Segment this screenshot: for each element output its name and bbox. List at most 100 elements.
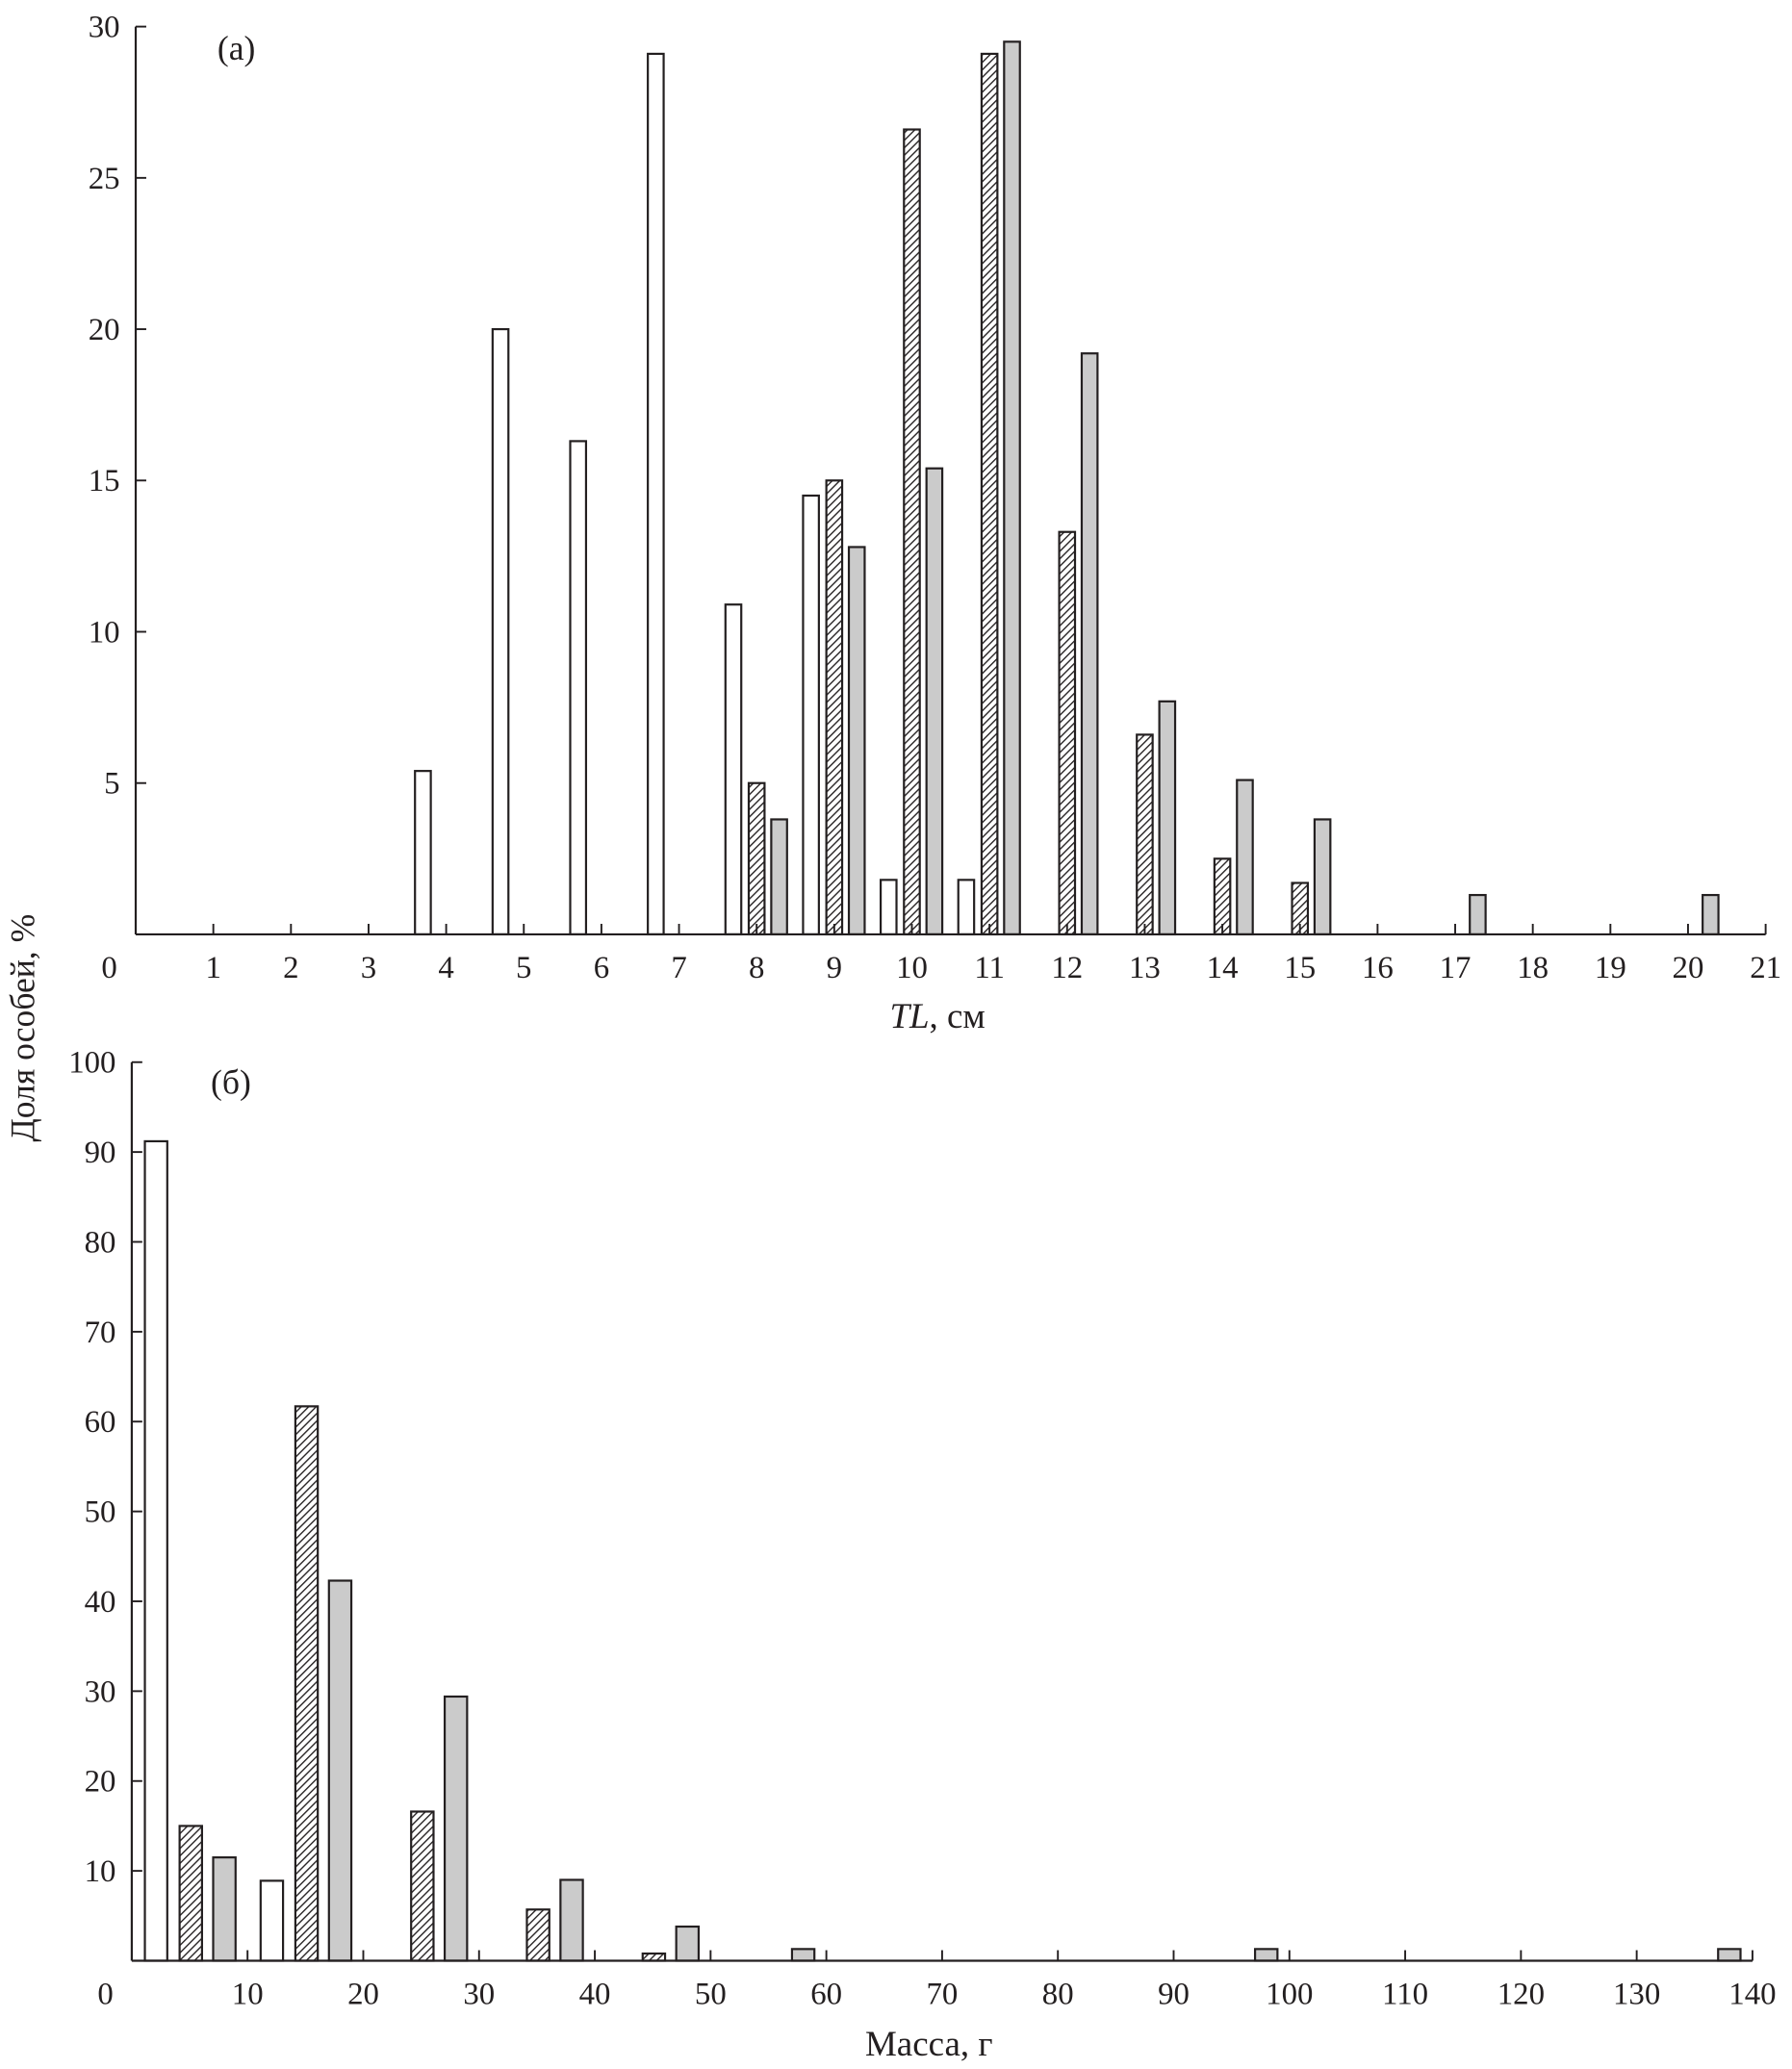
bar-white-4 <box>414 770 432 936</box>
bar-white-10 <box>879 879 898 936</box>
x-tick-label: 16 <box>1362 951 1394 985</box>
y-tick-label: 50 <box>85 1495 116 1530</box>
y-tick-label: 60 <box>85 1405 116 1440</box>
x-tick-label: 7 <box>671 951 686 985</box>
y-tick-label: 20 <box>89 313 120 347</box>
x-tick-label: 17 <box>1440 951 1472 985</box>
x-tick-label: 0 <box>97 1978 113 2012</box>
bar-gray-40 <box>675 1925 701 1962</box>
bar-hatched-10 <box>294 1405 320 1962</box>
panel-b: 0 10 20 30 40 50 60 70 80 90 100 110 120 130 140 10 20 30… <box>68 1046 1776 2063</box>
x-tick-label: 120 <box>1498 1978 1545 2012</box>
bar-white-11 <box>957 879 976 936</box>
bar-white-0 <box>143 1139 168 1962</box>
x-tick-label: 110 <box>1382 1978 1428 2012</box>
y-tick-label: 5 <box>104 767 119 802</box>
x-tick-label: 11 <box>974 951 1005 985</box>
bar-hatched-20 <box>410 1810 435 1962</box>
x-tick-label: 2 <box>283 951 298 985</box>
panel-a: 0 1 2 3 4 5 6 7 8 9 10 11 12 13 14 15 16 17 18 19 20 21510152… <box>89 11 1781 1036</box>
x-tick-label: 70 <box>926 1978 958 2012</box>
y-tick-label: 70 <box>85 1315 116 1350</box>
y-tick-label: 90 <box>85 1136 116 1170</box>
bar-hatched-40 <box>641 1952 667 1962</box>
y-tick-label: 40 <box>85 1585 116 1620</box>
x-axis-label: TL, см <box>889 996 985 1035</box>
x-tick-label: 100 <box>1266 1978 1313 2012</box>
x-tick-label: 20 <box>1673 951 1704 985</box>
bar-gray-10 <box>327 1579 353 1962</box>
bar-hatched-14 <box>1213 857 1232 936</box>
x-tick-label: 30 <box>463 1978 495 2012</box>
x-tick-label: 130 <box>1613 1978 1660 2012</box>
bar-hatched-8 <box>747 781 766 936</box>
y-tick-label: 15 <box>89 464 120 498</box>
bar-gray-13 <box>1158 700 1177 936</box>
x-tick-label: 20 <box>347 1978 379 2012</box>
x-tick-label: 140 <box>1728 1978 1776 2012</box>
x-tick-label: 0 <box>101 951 116 985</box>
panel-label: (а) <box>218 29 256 67</box>
x-tick-label: 15 <box>1284 951 1316 985</box>
x-tick-label: 60 <box>810 1978 842 2012</box>
bar-hatched-0 <box>178 1825 203 1962</box>
bar-gray-15 <box>1313 818 1332 936</box>
bar-gray-90 <box>1253 1948 1279 1962</box>
y-tick-label: 10 <box>89 615 120 650</box>
bar-gray-9 <box>847 546 866 936</box>
x-tick-label: 19 <box>1595 951 1626 985</box>
y-tick-label: 25 <box>89 162 120 196</box>
bar-hatched-12 <box>1058 530 1077 936</box>
x-tick-label: 10 <box>232 1978 264 2012</box>
bar-gray-30 <box>559 1878 584 1962</box>
x-tick-label: 1 <box>205 951 220 985</box>
y-tick-label: 80 <box>85 1225 116 1260</box>
x-tick-label: 13 <box>1129 951 1161 985</box>
bar-white-5 <box>491 327 510 936</box>
y-tick-label: 10 <box>85 1854 116 1889</box>
bar-gray-20 <box>1702 893 1720 936</box>
bar-gray-0 <box>212 1856 237 1962</box>
bar-gray-14 <box>1236 779 1254 936</box>
bar-white-6 <box>569 440 588 936</box>
x-axis-label: Масса, г <box>865 2024 993 2063</box>
x-tick-label: 14 <box>1207 951 1239 985</box>
x-tick-label: 80 <box>1042 1978 1074 2012</box>
x-tick-label: 10 <box>896 951 928 985</box>
bar-hatched-9 <box>825 479 844 936</box>
bar-gray-10 <box>925 467 944 936</box>
panel-label: (б) <box>211 1063 251 1102</box>
x-tick-label: 4 <box>438 951 453 985</box>
bar-hatched-10 <box>903 128 921 936</box>
bar-white-8 <box>724 603 743 936</box>
x-tick-label: 21 <box>1750 951 1781 985</box>
y-tick-label: 20 <box>85 1765 116 1800</box>
x-axis-label-text: , см <box>930 996 986 1035</box>
bar-gray-11 <box>1003 40 1021 936</box>
bar-gray-50 <box>790 1948 816 1962</box>
bar-gray-17 <box>1469 893 1487 936</box>
x-tick-label: 90 <box>1158 1978 1190 2012</box>
bar-gray-8 <box>770 818 788 936</box>
bar-gray-20 <box>443 1695 469 1962</box>
x-tick-label: 9 <box>827 951 842 985</box>
x-axis-label-italic: TL <box>889 996 929 1035</box>
bar-white-10 <box>259 1879 285 1962</box>
bar-gray-130 <box>1717 1948 1742 1962</box>
x-tick-label: 50 <box>695 1978 727 2012</box>
y-tick-label: 100 <box>68 1046 115 1081</box>
x-tick-label: 3 <box>361 951 376 985</box>
y-axis-label: Доля особей, % <box>4 914 42 1142</box>
bar-white-7 <box>647 52 665 936</box>
bar-hatched-13 <box>1136 733 1154 936</box>
x-axis-label-text: Масса, г <box>865 2024 993 2063</box>
x-tick-label: 6 <box>594 951 609 985</box>
bar-gray-12 <box>1080 352 1099 936</box>
x-tick-label: 12 <box>1051 951 1083 985</box>
x-tick-label: 18 <box>1517 951 1549 985</box>
bar-hatched-30 <box>525 1908 550 1962</box>
x-tick-label: 8 <box>749 951 764 985</box>
bar-hatched-11 <box>980 52 999 936</box>
y-tick-label: 30 <box>85 1674 116 1709</box>
